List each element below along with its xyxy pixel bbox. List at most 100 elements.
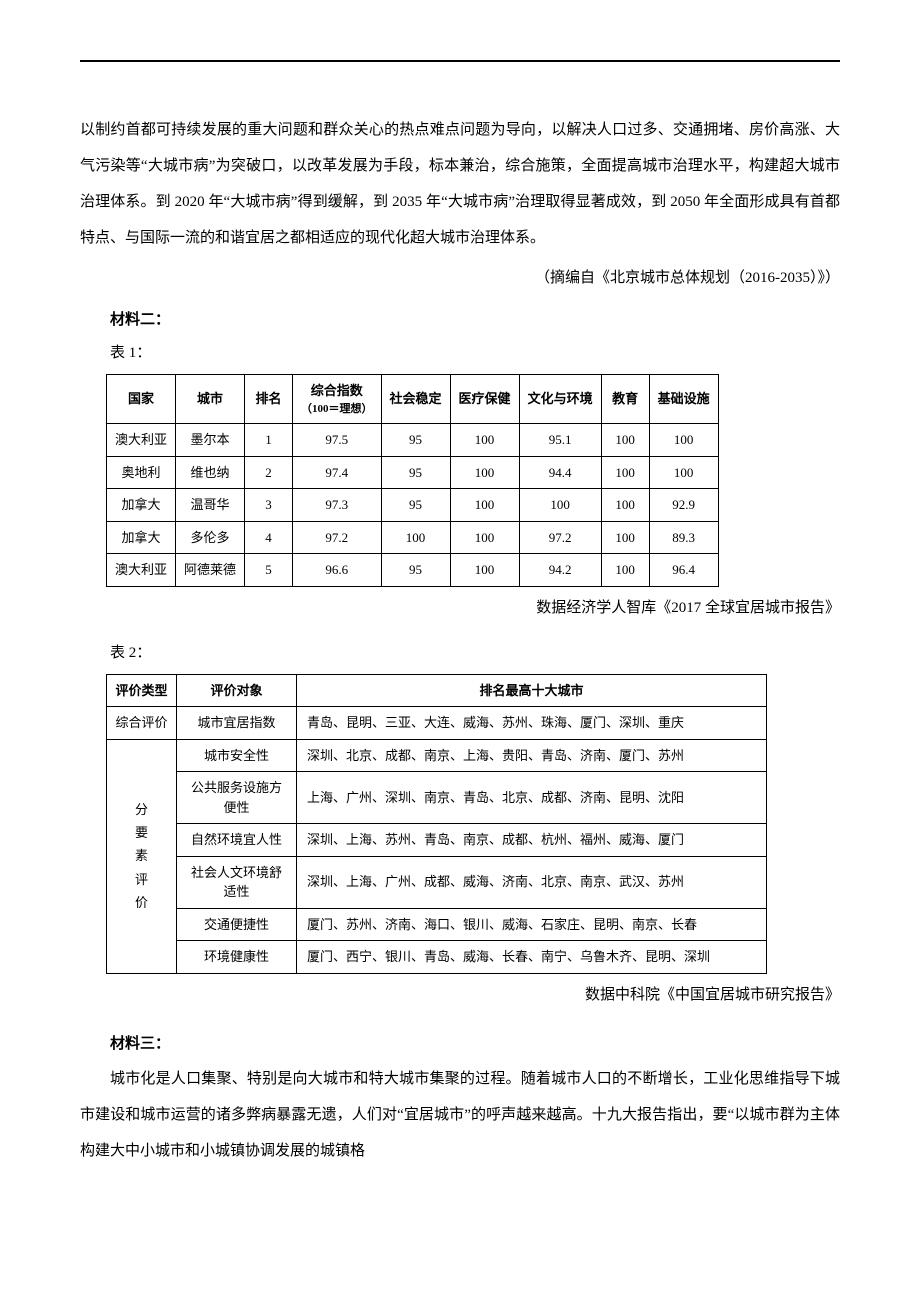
table-cell: 100 bbox=[450, 456, 519, 489]
table-cell: 维也纳 bbox=[176, 456, 245, 489]
table-2-label: 表 2： bbox=[80, 637, 840, 670]
table-1-th-stability: 社会稳定 bbox=[381, 375, 450, 424]
table-cell: 100 bbox=[649, 424, 718, 457]
table-cell: 100 bbox=[649, 456, 718, 489]
table-cell: 95 bbox=[381, 489, 450, 522]
table-1: 国家 城市 排名 综合指数 （100＝理想） 社会稳定 医疗保健 文化与环境 教… bbox=[106, 374, 719, 587]
material-2-heading: 材料二： bbox=[80, 304, 840, 337]
table-cell: 100 bbox=[601, 489, 649, 522]
table-cell: 阿德莱德 bbox=[176, 554, 245, 587]
table-row: 澳大利亚阿德莱德596.69510094.210096.4 bbox=[107, 554, 719, 587]
table-cell-object: 交通便捷性 bbox=[177, 908, 297, 941]
table-cell: 3 bbox=[245, 489, 293, 522]
table-1-th-country: 国家 bbox=[107, 375, 176, 424]
material-3-heading: 材料三： bbox=[80, 1028, 840, 1061]
table-row: 环境健康性厦门、西宁、银川、青岛、威海、长春、南宁、乌鲁木齐、昆明、深圳 bbox=[107, 941, 767, 974]
table-cell: 100 bbox=[450, 424, 519, 457]
table-cell: 2 bbox=[245, 456, 293, 489]
table-cell: 97.3 bbox=[293, 489, 382, 522]
top-rule bbox=[80, 60, 840, 62]
table-2-th-top10: 排名最高十大城市 bbox=[297, 674, 767, 707]
table-1-source: 数据经济学人智库《2017 全球宜居城市报告》 bbox=[80, 593, 840, 623]
table-1-header-row: 国家 城市 排名 综合指数 （100＝理想） 社会稳定 医疗保健 文化与环境 教… bbox=[107, 375, 719, 424]
table-1-th-culture: 文化与环境 bbox=[519, 375, 601, 424]
table-cell: 95 bbox=[381, 554, 450, 587]
table-2: 评价类型 评价对象 排名最高十大城市 综合评价 城市宜居指数 青岛、昆明、三亚、… bbox=[106, 674, 767, 974]
table-row: 奥地利维也纳297.49510094.4100100 bbox=[107, 456, 719, 489]
table-cell: 100 bbox=[450, 489, 519, 522]
table-1-th-rank: 排名 bbox=[245, 375, 293, 424]
table-1-th-index: 综合指数 （100＝理想） bbox=[293, 375, 382, 424]
table-cell: 95 bbox=[381, 456, 450, 489]
table-cell: 97.4 bbox=[293, 456, 382, 489]
table-2-overall-cities: 青岛、昆明、三亚、大连、威海、苏州、珠海、厦门、深圳、重庆 bbox=[297, 707, 767, 740]
table-cell: 100 bbox=[519, 489, 601, 522]
table-cell: 加拿大 bbox=[107, 521, 176, 554]
table-cell-cities: 深圳、上海、广州、成都、威海、济南、北京、南京、武汉、苏州 bbox=[297, 856, 767, 908]
table-2-factor-label: 分要素评价 bbox=[107, 739, 177, 973]
table-cell-cities: 深圳、上海、苏州、青岛、南京、成都、杭州、福州、威海、厦门 bbox=[297, 824, 767, 857]
table-row: 加拿大多伦多497.210010097.210089.3 bbox=[107, 521, 719, 554]
table-cell-object: 公共服务设施方便性 bbox=[177, 772, 297, 824]
table-2-overall-row: 综合评价 城市宜居指数 青岛、昆明、三亚、大连、威海、苏州、珠海、厦门、深圳、重… bbox=[107, 707, 767, 740]
table-1-th-health: 医疗保健 bbox=[450, 375, 519, 424]
table-cell-object: 社会人文环境舒适性 bbox=[177, 856, 297, 908]
table-cell-cities: 深圳、北京、成都、南京、上海、贵阳、青岛、济南、厦门、苏州 bbox=[297, 739, 767, 772]
table-1-th-index-note: （100＝理想） bbox=[301, 401, 373, 418]
table-cell: 100 bbox=[381, 521, 450, 554]
table-2-source: 数据中科院《中国宜居城市研究报告》 bbox=[80, 980, 840, 1010]
table-cell-object: 城市安全性 bbox=[177, 739, 297, 772]
table-cell: 89.3 bbox=[649, 521, 718, 554]
table-cell: 100 bbox=[450, 554, 519, 587]
table-cell: 97.5 bbox=[293, 424, 382, 457]
table-cell: 多伦多 bbox=[176, 521, 245, 554]
table-cell: 100 bbox=[450, 521, 519, 554]
table-cell: 5 bbox=[245, 554, 293, 587]
table-1-th-infra: 基础设施 bbox=[649, 375, 718, 424]
table-2-header-row: 评价类型 评价对象 排名最高十大城市 bbox=[107, 674, 767, 707]
table-cell: 100 bbox=[601, 521, 649, 554]
table-cell: 94.2 bbox=[519, 554, 601, 587]
table-2-overall-object: 城市宜居指数 bbox=[177, 707, 297, 740]
table-row: 澳大利亚墨尔本197.59510095.1100100 bbox=[107, 424, 719, 457]
table-cell: 96.6 bbox=[293, 554, 382, 587]
table-1-label: 表 1： bbox=[80, 337, 840, 370]
table-row: 分要素评价城市安全性深圳、北京、成都、南京、上海、贵阳、青岛、济南、厦门、苏州 bbox=[107, 739, 767, 772]
table-2-th-type: 评价类型 bbox=[107, 674, 177, 707]
table-cell: 温哥华 bbox=[176, 489, 245, 522]
table-cell: 100 bbox=[601, 554, 649, 587]
table-cell-object: 环境健康性 bbox=[177, 941, 297, 974]
table-row: 交通便捷性厦门、苏州、济南、海口、银川、威海、石家庄、昆明、南京、长春 bbox=[107, 908, 767, 941]
table-cell: 4 bbox=[245, 521, 293, 554]
table-cell: 94.4 bbox=[519, 456, 601, 489]
table-cell: 96.4 bbox=[649, 554, 718, 587]
table-cell: 奥地利 bbox=[107, 456, 176, 489]
table-cell: 100 bbox=[601, 424, 649, 457]
table-cell-cities: 厦门、苏州、济南、海口、银川、威海、石家庄、昆明、南京、长春 bbox=[297, 908, 767, 941]
table-row: 公共服务设施方便性上海、广州、深圳、南京、青岛、北京、成都、济南、昆明、沈阳 bbox=[107, 772, 767, 824]
table-cell: 97.2 bbox=[519, 521, 601, 554]
table-cell: 1 bbox=[245, 424, 293, 457]
table-cell-object: 自然环境宜人性 bbox=[177, 824, 297, 857]
table-row: 自然环境宜人性深圳、上海、苏州、青岛、南京、成都、杭州、福州、威海、厦门 bbox=[107, 824, 767, 857]
table-cell: 100 bbox=[601, 456, 649, 489]
paragraph-3: 城市化是人口集聚、特别是向大城市和特大城市集聚的过程。随着城市人口的不断增长，工… bbox=[80, 1061, 840, 1169]
table-cell-cities: 上海、广州、深圳、南京、青岛、北京、成都、济南、昆明、沈阳 bbox=[297, 772, 767, 824]
table-cell: 92.9 bbox=[649, 489, 718, 522]
table-2-overall-label: 综合评价 bbox=[107, 707, 177, 740]
table-2-th-object: 评价对象 bbox=[177, 674, 297, 707]
table-cell: 澳大利亚 bbox=[107, 424, 176, 457]
table-1-th-index-main: 综合指数 bbox=[301, 381, 373, 401]
table-1-th-education: 教育 bbox=[601, 375, 649, 424]
table-cell: 墨尔本 bbox=[176, 424, 245, 457]
table-cell: 97.2 bbox=[293, 521, 382, 554]
table-row: 社会人文环境舒适性深圳、上海、广州、成都、威海、济南、北京、南京、武汉、苏州 bbox=[107, 856, 767, 908]
table-cell: 95 bbox=[381, 424, 450, 457]
table-row: 加拿大温哥华397.39510010010092.9 bbox=[107, 489, 719, 522]
table-cell: 澳大利亚 bbox=[107, 554, 176, 587]
paragraph-1: 以制约首都可持续发展的重大问题和群众关心的热点难点问题为导向，以解决人口过多、交… bbox=[80, 112, 840, 256]
table-1-th-city: 城市 bbox=[176, 375, 245, 424]
table-cell: 加拿大 bbox=[107, 489, 176, 522]
table-cell: 95.1 bbox=[519, 424, 601, 457]
table-cell-cities: 厦门、西宁、银川、青岛、威海、长春、南宁、乌鲁木齐、昆明、深圳 bbox=[297, 941, 767, 974]
